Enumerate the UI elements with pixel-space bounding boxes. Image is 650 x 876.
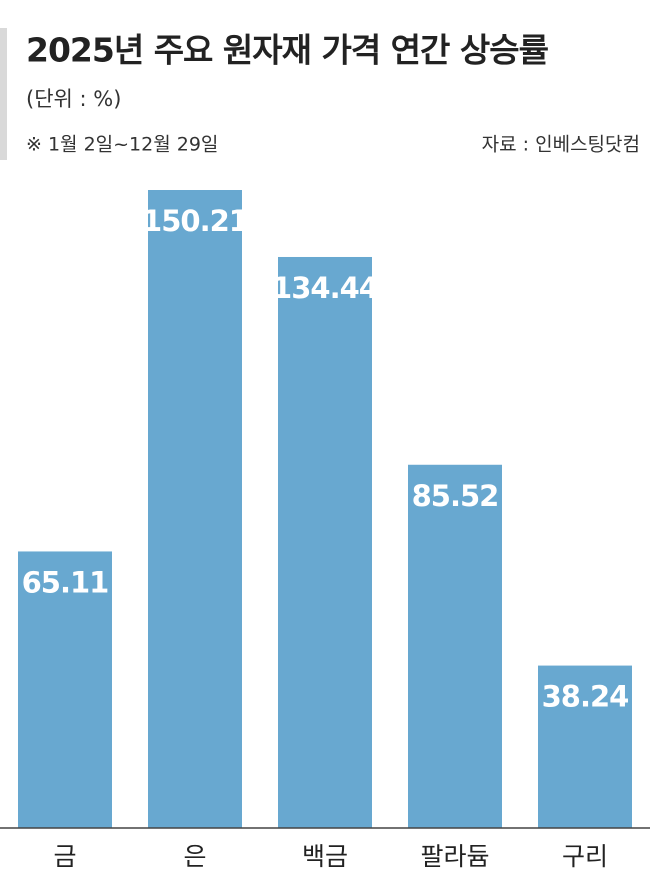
bar [538, 665, 632, 828]
value-label: 150.21 [142, 204, 248, 238]
period-note: ※ 1월 2일~12월 29일 [26, 134, 218, 156]
x-tick-label: 금 [53, 842, 76, 871]
x-tick-label: 구리 [562, 842, 608, 871]
bar [148, 190, 242, 828]
chart-title: 2025년 주요 원자재 가격 연간 상승률 [26, 31, 549, 70]
bar [408, 464, 502, 828]
x-tick-label: 백금 [302, 842, 348, 871]
value-label: 65.11 [22, 565, 109, 599]
value-label: 85.52 [412, 479, 499, 513]
source: 자료 : 인베스팅닷컴 [482, 134, 640, 156]
unit-label: (단위 : %) [26, 87, 121, 111]
value-label: 38.24 [542, 680, 629, 714]
value-label: 134.44 [272, 271, 378, 305]
bar [18, 551, 112, 828]
bar [278, 256, 372, 828]
accent-bar [0, 28, 7, 160]
x-tick-label: 은 [183, 842, 206, 871]
x-tick-label: 팔라듐 [420, 842, 489, 871]
